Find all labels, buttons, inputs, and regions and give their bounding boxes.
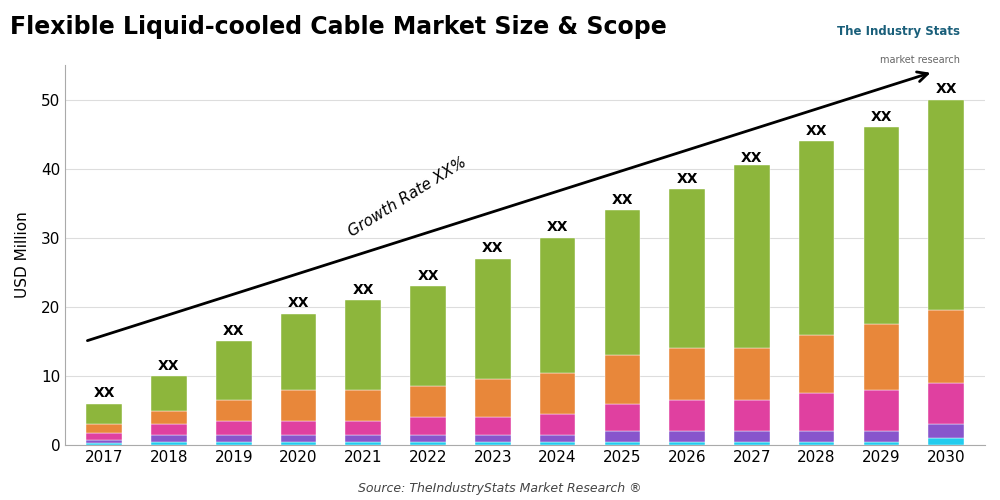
Bar	[216, 442, 252, 445]
Bar	[605, 356, 640, 404]
Bar	[799, 141, 834, 334]
Bar	[475, 442, 511, 445]
Bar	[86, 443, 122, 445]
Text: XX: XX	[482, 241, 504, 255]
Bar	[734, 442, 770, 445]
Bar	[669, 432, 705, 442]
Bar	[281, 314, 316, 390]
Bar	[540, 238, 575, 372]
Text: XX: XX	[612, 192, 633, 206]
Bar	[86, 424, 122, 434]
Bar	[151, 442, 187, 445]
Bar	[281, 442, 316, 445]
Bar	[216, 400, 252, 421]
Text: XX: XX	[806, 124, 827, 138]
Bar	[734, 348, 770, 400]
Text: XX: XX	[223, 324, 244, 338]
Bar	[345, 435, 381, 442]
Text: Source: TheIndustryStats Market Research ®: Source: TheIndustryStats Market Research…	[358, 482, 642, 495]
Bar	[799, 432, 834, 442]
Bar	[475, 435, 511, 442]
Y-axis label: USD Million: USD Million	[15, 212, 30, 298]
Bar	[281, 435, 316, 442]
Bar	[216, 342, 252, 400]
Bar	[605, 404, 640, 431]
Bar	[799, 394, 834, 432]
Bar	[734, 432, 770, 442]
Bar	[216, 421, 252, 435]
Bar	[86, 440, 122, 443]
Text: Flexible Liquid-cooled Cable Market Size & Scope: Flexible Liquid-cooled Cable Market Size…	[10, 15, 667, 39]
Bar	[281, 421, 316, 435]
Bar	[540, 414, 575, 435]
Bar	[928, 310, 964, 383]
Bar	[216, 435, 252, 442]
Bar	[345, 442, 381, 445]
Bar	[86, 434, 122, 440]
Bar	[540, 435, 575, 442]
Bar	[151, 435, 187, 442]
Text: XX: XX	[417, 268, 439, 282]
Bar	[605, 210, 640, 356]
Bar	[799, 442, 834, 445]
Bar	[864, 324, 899, 390]
Bar	[669, 400, 705, 432]
Bar	[281, 390, 316, 421]
Bar	[928, 383, 964, 424]
Bar	[410, 286, 446, 386]
Bar	[864, 432, 899, 442]
Bar	[475, 380, 511, 418]
Bar	[605, 442, 640, 445]
Bar	[151, 410, 187, 424]
Bar	[410, 418, 446, 435]
Bar	[475, 418, 511, 435]
Bar	[864, 127, 899, 324]
Bar	[86, 404, 122, 424]
Bar	[540, 372, 575, 414]
Bar	[540, 442, 575, 445]
Text: XX: XX	[676, 172, 698, 186]
Bar	[928, 424, 964, 438]
Bar	[410, 386, 446, 418]
Bar	[475, 258, 511, 380]
Bar	[669, 348, 705, 400]
Bar	[410, 442, 446, 445]
Text: XX: XX	[871, 110, 892, 124]
Bar	[669, 442, 705, 445]
Bar	[734, 400, 770, 432]
Bar	[799, 334, 834, 394]
Text: XX: XX	[353, 282, 374, 296]
Bar	[864, 390, 899, 432]
Text: XX: XX	[935, 82, 957, 96]
Bar	[734, 165, 770, 348]
Text: market research: market research	[880, 55, 960, 65]
Bar	[864, 442, 899, 445]
Bar	[410, 435, 446, 442]
Bar	[928, 100, 964, 310]
Bar	[345, 421, 381, 435]
Text: XX: XX	[288, 296, 309, 310]
Bar	[605, 432, 640, 442]
Bar	[345, 390, 381, 421]
Bar	[928, 438, 964, 445]
Bar	[151, 424, 187, 435]
Bar	[669, 190, 705, 348]
Text: XX: XX	[547, 220, 568, 234]
Text: The Industry Stats: The Industry Stats	[837, 25, 960, 38]
Text: XX: XX	[93, 386, 115, 400]
Text: XX: XX	[741, 151, 763, 165]
Text: XX: XX	[158, 358, 180, 372]
Bar	[151, 376, 187, 410]
Bar	[345, 300, 381, 390]
Text: Growth Rate XX%: Growth Rate XX%	[346, 154, 470, 240]
